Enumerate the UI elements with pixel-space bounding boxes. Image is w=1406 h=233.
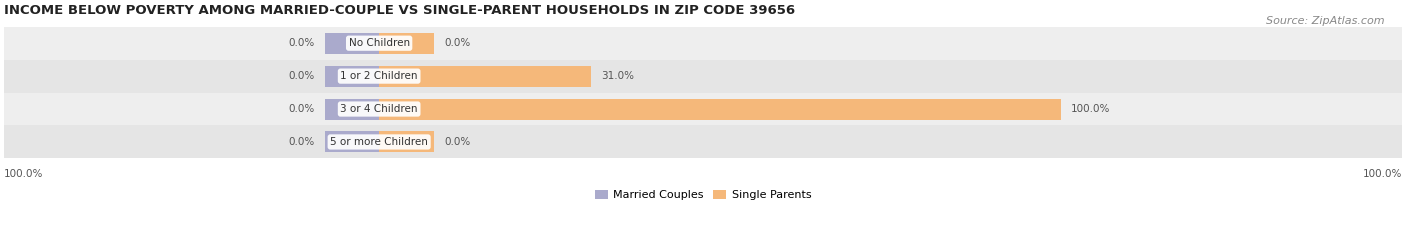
Text: INCOME BELOW POVERTY AMONG MARRIED-COUPLE VS SINGLE-PARENT HOUSEHOLDS IN ZIP COD: INCOME BELOW POVERTY AMONG MARRIED-COUPL… (4, 4, 796, 17)
Text: 0.0%: 0.0% (444, 137, 470, 147)
Text: 0.0%: 0.0% (288, 137, 315, 147)
Bar (380, 131, 433, 152)
Text: 0.0%: 0.0% (288, 71, 315, 81)
Text: 31.0%: 31.0% (600, 71, 634, 81)
Text: No Children: No Children (349, 38, 409, 48)
Text: 1 or 2 Children: 1 or 2 Children (340, 71, 418, 81)
Text: 100.0%: 100.0% (1071, 104, 1111, 114)
Bar (380, 66, 591, 87)
Bar (380, 33, 433, 54)
Bar (325, 131, 380, 152)
Legend: Married Couples, Single Parents: Married Couples, Single Parents (591, 185, 815, 205)
Bar (4, 27, 1402, 60)
Bar (4, 93, 1402, 126)
Bar (380, 99, 1062, 120)
Text: Source: ZipAtlas.com: Source: ZipAtlas.com (1267, 16, 1385, 26)
Bar (4, 126, 1402, 158)
Text: 0.0%: 0.0% (288, 38, 315, 48)
Bar (325, 66, 380, 87)
Bar (325, 33, 380, 54)
Bar (4, 60, 1402, 93)
Bar (325, 99, 380, 120)
Text: 3 or 4 Children: 3 or 4 Children (340, 104, 418, 114)
Text: 5 or more Children: 5 or more Children (330, 137, 427, 147)
Text: 0.0%: 0.0% (288, 104, 315, 114)
Text: 100.0%: 100.0% (4, 169, 44, 179)
Text: 0.0%: 0.0% (444, 38, 470, 48)
Text: 100.0%: 100.0% (1362, 169, 1402, 179)
